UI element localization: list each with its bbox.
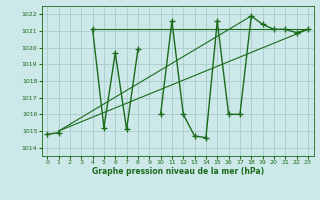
X-axis label: Graphe pression niveau de la mer (hPa): Graphe pression niveau de la mer (hPa) <box>92 167 264 176</box>
